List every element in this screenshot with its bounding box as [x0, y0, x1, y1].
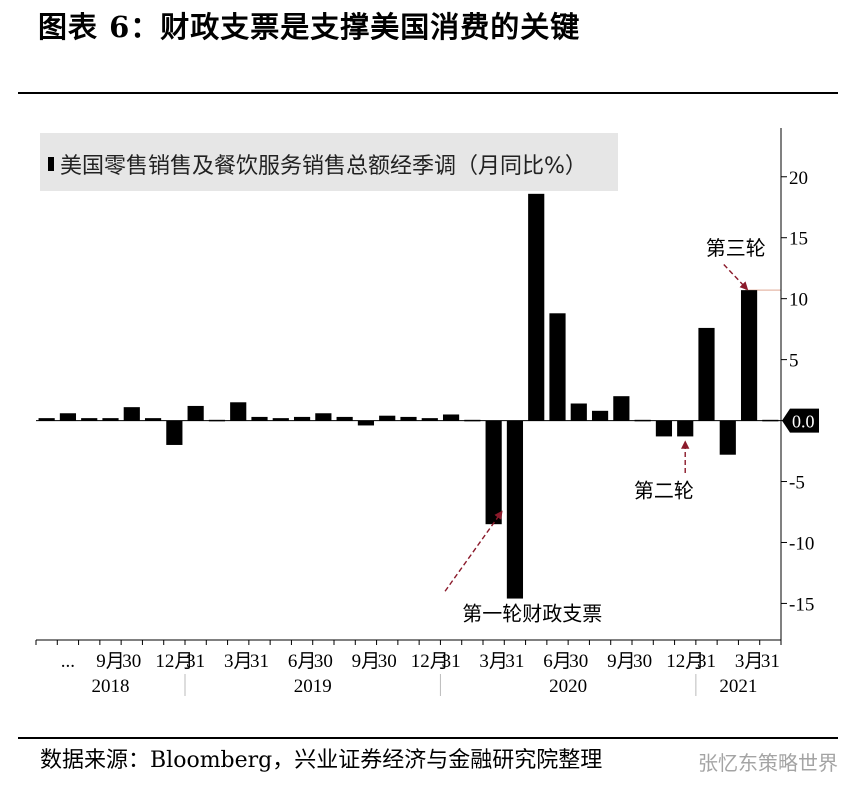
x-tick-label: 3月 — [479, 651, 508, 672]
bar — [506, 420, 524, 599]
bar — [38, 418, 55, 421]
bar — [187, 405, 204, 421]
x-tick-label: 3月 — [735, 651, 764, 672]
y-tick-label: 15 — [789, 229, 808, 250]
x-tick-label: 31 — [442, 651, 461, 672]
x-tick-label: 9月 — [607, 651, 636, 672]
figure-title: 图表 6：财政支票是支撑美国消费的关键 — [38, 10, 581, 44]
bar — [464, 419, 481, 422]
annotation-arrow-3 — [723, 264, 749, 291]
x-tick-label: 30 — [122, 651, 141, 672]
x-tick-label: 30 — [378, 651, 397, 672]
bar — [102, 418, 119, 421]
bar — [400, 416, 417, 421]
x-tick-label: 31 — [250, 651, 269, 672]
y-tick-label: -15 — [789, 594, 814, 615]
bar — [123, 407, 140, 421]
bar — [59, 413, 77, 421]
bar — [357, 420, 375, 426]
y-tick-label: 10 — [789, 290, 808, 311]
annotation-round-1: 第一轮财政支票 — [462, 601, 602, 625]
bar — [762, 419, 779, 422]
y-tick-label: 20 — [789, 168, 808, 189]
bar — [485, 420, 502, 525]
year-label: 2018 — [92, 676, 130, 697]
last-value-badge — [782, 408, 819, 433]
bar — [677, 420, 694, 437]
annotation-arrow-1 — [444, 510, 503, 592]
bar — [549, 313, 566, 421]
legend-swatch — [48, 157, 54, 171]
x-tick-label: 6月 — [543, 651, 572, 672]
y-tick-label: -10 — [789, 533, 814, 554]
legend-label: 美国零售销售及餐饮服务销售总额经季调（月同比%） — [60, 154, 587, 179]
top-rule — [18, 92, 838, 94]
bar — [315, 413, 332, 421]
bar — [208, 419, 226, 422]
bar — [719, 420, 736, 455]
bar — [379, 415, 396, 421]
bar — [655, 420, 673, 437]
source-note: 数据来源：Bloomberg，兴业证券经济与金融研究院整理 — [40, 748, 603, 773]
bar — [293, 416, 311, 421]
annotation-round-3: 第三轮 — [706, 236, 766, 260]
annotation-round-2: 第二轮 — [634, 478, 694, 502]
x-tick-label: 12月 — [411, 651, 449, 672]
x-tick-label: 31 — [697, 651, 716, 672]
bar — [421, 418, 438, 421]
year-label: 2021 — [719, 676, 757, 697]
bar — [272, 418, 289, 421]
x-tick-label: 30 — [633, 651, 652, 672]
bar — [166, 420, 183, 445]
x-tick-label: 12月 — [666, 651, 704, 672]
last-value-label: 0.0 — [792, 412, 815, 432]
watermark: 张忆东策略世界 — [698, 751, 838, 775]
legend: 美国零售销售及餐饮服务销售总额经季调（月同比%） — [40, 133, 618, 191]
bar — [81, 418, 98, 421]
year-label: 2019 — [294, 676, 332, 697]
y-tick-label: -5 — [789, 473, 805, 494]
bar — [634, 419, 651, 422]
x-tick-label: 6月 — [288, 651, 317, 672]
bar — [144, 418, 162, 421]
bar — [528, 193, 545, 421]
bar — [336, 416, 353, 421]
x-tick-label: 30 — [569, 651, 588, 672]
bar — [698, 327, 715, 421]
bar — [613, 396, 630, 421]
bar — [251, 416, 268, 421]
x-tick-label: 31 — [761, 651, 780, 672]
bar — [570, 403, 587, 421]
bar — [740, 290, 758, 421]
x-tick-label: 9月 — [96, 651, 125, 672]
x-tick-label: 31 — [186, 651, 205, 672]
bar — [442, 414, 460, 421]
y-tick-label: 5 — [789, 351, 799, 372]
x-tick-label: 12月 — [155, 651, 193, 672]
x-tick-label: 30 — [314, 651, 333, 672]
x-tick-label: 3月 — [224, 651, 253, 672]
year-label: 2020 — [549, 676, 587, 697]
x-tick-label: 9月 — [352, 651, 381, 672]
bar — [591, 410, 609, 421]
x-tick-label: 31 — [505, 651, 524, 672]
bar — [230, 402, 247, 421]
x-tick-label: ... — [61, 651, 75, 672]
bottom-rule — [18, 737, 838, 739]
